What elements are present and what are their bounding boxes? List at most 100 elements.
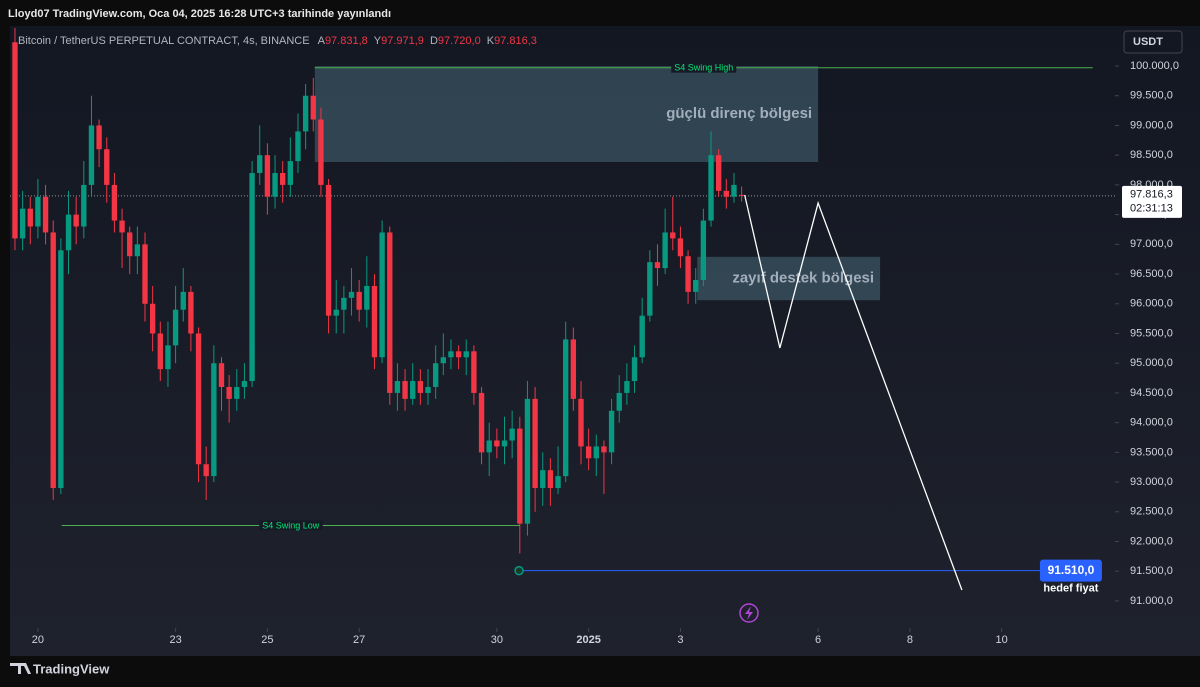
candle-body: [440, 357, 446, 364]
x-tick-label: 2025: [576, 634, 600, 646]
ohlc-key: K: [487, 35, 495, 47]
header-title: Lloyd07 TradingView.com, Oca 04, 2025 16…: [8, 8, 391, 20]
symbol-legend: Bitcoin / TetherUS PERPETUAL CONTRACT, 4…: [18, 35, 537, 47]
candle-body: [325, 184, 332, 316]
y-tick-label: 98.500,0: [1130, 149, 1173, 161]
candle-body: [249, 173, 255, 382]
candle-body: [570, 339, 577, 399]
footer-brand: TradingView: [33, 661, 110, 676]
candle-body: [723, 190, 729, 197]
candle-body: [387, 232, 393, 393]
candle-body: [287, 161, 294, 185]
candle-body: [142, 244, 148, 304]
candle-body: [486, 440, 492, 453]
ohlc-value: 97.720,0: [438, 35, 481, 47]
candle-body: [27, 208, 33, 227]
candle-body: [134, 244, 141, 257]
candle-body: [540, 470, 546, 489]
candle-body: [631, 357, 638, 382]
candle-body: [463, 351, 469, 358]
candle-body: [517, 428, 523, 524]
candle-body: [111, 184, 118, 221]
y-tick-label: 91.500,0: [1130, 565, 1173, 577]
candle-body: [127, 232, 133, 257]
candle-body: [662, 232, 668, 269]
candle-body: [96, 125, 102, 150]
candle-body: [509, 428, 515, 441]
candle-body: [708, 155, 714, 221]
candle-body: [448, 351, 454, 358]
candle-body: [356, 291, 362, 310]
swing-label: S4 Swing Low: [262, 520, 320, 530]
candle-body: [585, 446, 592, 459]
chart-bg: [10, 26, 1200, 656]
candle-body: [165, 345, 171, 370]
candle-body: [364, 285, 370, 310]
candle-body: [693, 279, 699, 292]
candle-body: [264, 155, 271, 197]
candle-body: [685, 256, 691, 292]
candle-body: [218, 363, 225, 387]
zone-label: zayıf destek bölgesi: [732, 269, 874, 286]
zone-label: güçlü direnç bölgesi: [666, 105, 812, 122]
candle-body: [58, 250, 64, 489]
candle-body: [341, 297, 347, 310]
candle-body: [555, 476, 561, 489]
candle-body: [195, 333, 202, 465]
candle-body: [180, 291, 186, 310]
candle-body: [226, 386, 232, 399]
candle-body: [302, 95, 309, 132]
swing-label: S4 Swing High: [674, 63, 733, 73]
y-tick-label: 91.000,0: [1130, 595, 1173, 607]
symbol: Bitcoin / TetherUS PERPETUAL CONTRACT, 4…: [18, 35, 310, 47]
candle-body: [417, 381, 424, 393]
y-tick-label: 95.000,0: [1130, 357, 1173, 369]
target-label: 91.510,0: [1048, 563, 1095, 577]
candle-body: [272, 173, 278, 197]
candle-body: [81, 184, 87, 227]
currency: USDT: [1133, 36, 1163, 48]
ohlc-value: 97.831,8: [325, 35, 368, 47]
zone: [697, 256, 881, 301]
target-note: hedef fiyat: [1043, 583, 1098, 595]
ohlc-value: 97.816,3: [494, 35, 537, 47]
candle-body: [149, 303, 156, 334]
y-tick-label: 92.500,0: [1130, 506, 1173, 518]
candle-body: [432, 363, 439, 387]
candle-body: [647, 262, 653, 316]
x-tick-label: 30: [491, 634, 503, 646]
candle-body: [677, 238, 684, 257]
last-price-box: [1122, 185, 1182, 218]
candle-body: [379, 232, 385, 358]
candle-body: [119, 220, 125, 233]
x-tick-label: 3: [677, 634, 683, 646]
candle-body: [348, 291, 355, 298]
y-tick-label: 96.500,0: [1130, 268, 1173, 280]
candle-body: [738, 194, 745, 196]
candle-body: [394, 381, 401, 393]
candle-body: [402, 381, 408, 399]
candle-body: [532, 398, 538, 489]
candle-body: [88, 125, 95, 185]
x-tick-label: 10: [996, 634, 1008, 646]
candle-body: [578, 398, 584, 447]
candle-body: [616, 392, 622, 411]
x-tick-label: 8: [907, 634, 913, 646]
candle-body: [547, 470, 554, 489]
candle-body: [241, 381, 248, 387]
ohlc-key: A: [318, 35, 326, 47]
candle-body: [654, 262, 661, 269]
candle-body: [104, 149, 110, 185]
candle-body: [425, 386, 431, 393]
x-tick-label: 27: [353, 634, 365, 646]
candle-body: [471, 351, 477, 393]
target-anchor: [514, 565, 524, 576]
alert-icon[interactable]: [739, 603, 759, 623]
currency-box: [1123, 30, 1183, 54]
candle-body: [501, 440, 508, 447]
x-tick-label: 23: [169, 634, 181, 646]
y-tick-label: 95.500,0: [1130, 327, 1173, 339]
candle-body: [318, 119, 324, 185]
candle-body: [12, 42, 18, 239]
